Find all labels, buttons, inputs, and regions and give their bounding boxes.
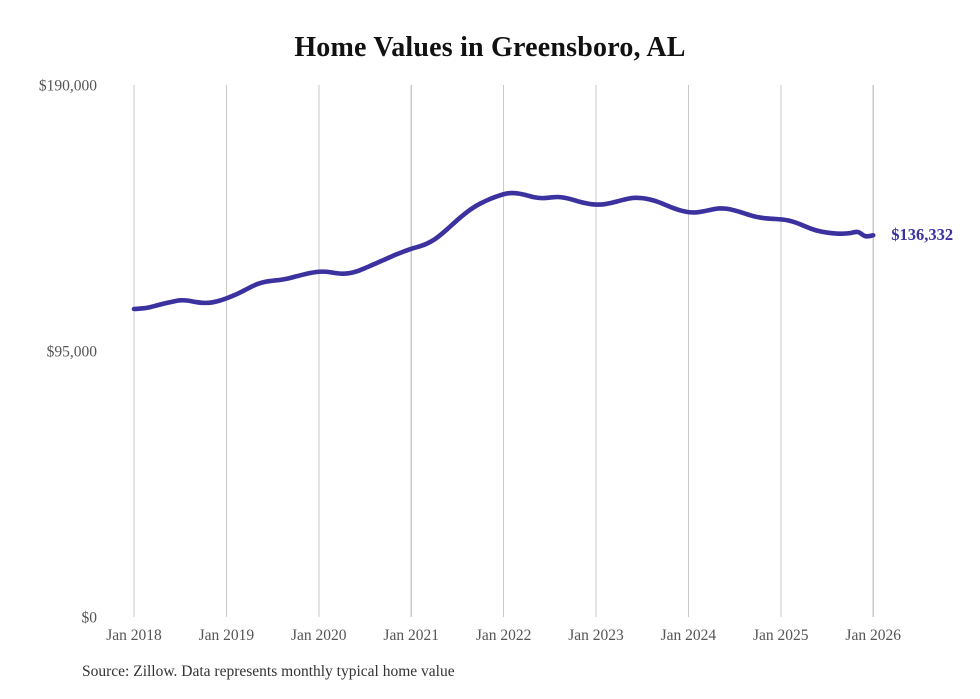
series-line-typical-home-value (131, 190, 876, 312)
y-tick-label-2: $190,000 (39, 78, 97, 95)
x-tick-label-5: Jan 2023 (568, 627, 624, 644)
y-axis-tick-labels: $0 $95,000 $190,000 (39, 78, 97, 627)
endpoint-value-label: $136,332 (891, 225, 954, 245)
x-axis-tick-labels: Jan 2018 Jan 2019 Jan 2020 Jan 2021 Jan 2022… (106, 627, 901, 644)
y-tick-label-0: $0 (82, 610, 98, 627)
x-tick-label-4: Jan 2022 (476, 627, 532, 644)
series-group (131, 190, 876, 312)
y-tick-label-1: $95,000 (47, 344, 98, 361)
x-tick-label-0: Jan 2018 (106, 627, 162, 644)
x-tick-label-3: Jan 2021 (383, 627, 439, 644)
x-tick-label-6: Jan 2024 (661, 627, 717, 644)
chart-footnote: Source: Zillow. Data represents monthly … (82, 663, 455, 680)
gridlines-group (133, 85, 874, 617)
x-tick-label-1: Jan 2019 (199, 627, 255, 644)
x-tick-label-8: Jan 2026 (845, 627, 901, 644)
chart-title: Home Values in Greensboro, AL (294, 32, 686, 63)
x-tick-label-2: Jan 2020 (291, 627, 347, 644)
x-tick-label-7: Jan 2025 (753, 627, 809, 644)
